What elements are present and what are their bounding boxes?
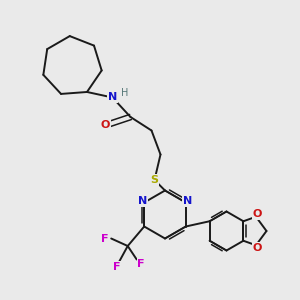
Text: S: S [151,175,158,185]
Text: H: H [121,88,128,98]
Text: O: O [252,209,262,219]
Text: F: F [113,262,121,272]
Text: N: N [183,196,192,206]
Text: F: F [101,233,109,244]
Text: N: N [108,92,117,103]
Text: N: N [138,196,147,206]
Text: O: O [101,119,110,130]
Text: F: F [137,259,145,269]
Text: O: O [252,243,262,253]
